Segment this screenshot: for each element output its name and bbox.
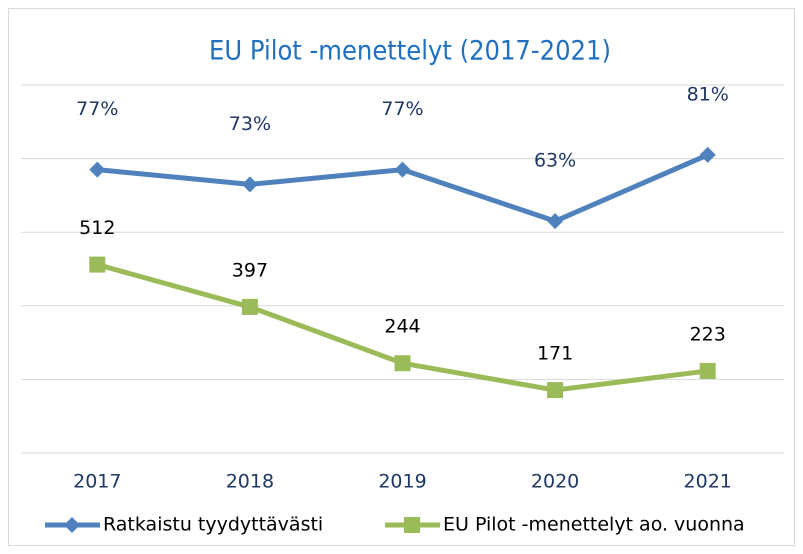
point (89, 256, 106, 273)
point (699, 146, 716, 163)
point (394, 355, 411, 372)
point (241, 176, 258, 193)
legend-marker (64, 517, 80, 533)
legend-marker (404, 517, 420, 533)
x-tick-label: 2020 (531, 471, 579, 493)
legend-label: Ratkaistu tyydyttävästi (103, 514, 323, 536)
data-label: 77% (381, 98, 423, 120)
point (547, 382, 564, 399)
x-tick-label: 2021 (684, 471, 732, 493)
chart-border (8, 8, 795, 546)
point (547, 213, 564, 230)
data-label: 63% (534, 150, 576, 172)
data-label: 397 (232, 259, 268, 281)
data-label: 244 (384, 316, 420, 338)
data-label: 171 (537, 343, 573, 365)
x-tick-label: 2019 (378, 471, 426, 493)
data-label: 223 (690, 323, 726, 345)
data-label: 81% (687, 83, 729, 105)
point (699, 362, 716, 379)
point (89, 161, 106, 178)
data-label: 73% (229, 113, 271, 135)
x-tick-label: 2018 (226, 471, 274, 493)
legend-label: EU Pilot -menettelyt ao. vuonna (443, 514, 745, 536)
x-tick-label: 2017 (73, 471, 121, 493)
data-label: 77% (76, 98, 118, 120)
point (394, 161, 411, 178)
point (241, 298, 258, 315)
data-label: 512 (79, 217, 115, 239)
chart-title: EU Pilot -menettelyt (2017-2021) (209, 36, 611, 67)
